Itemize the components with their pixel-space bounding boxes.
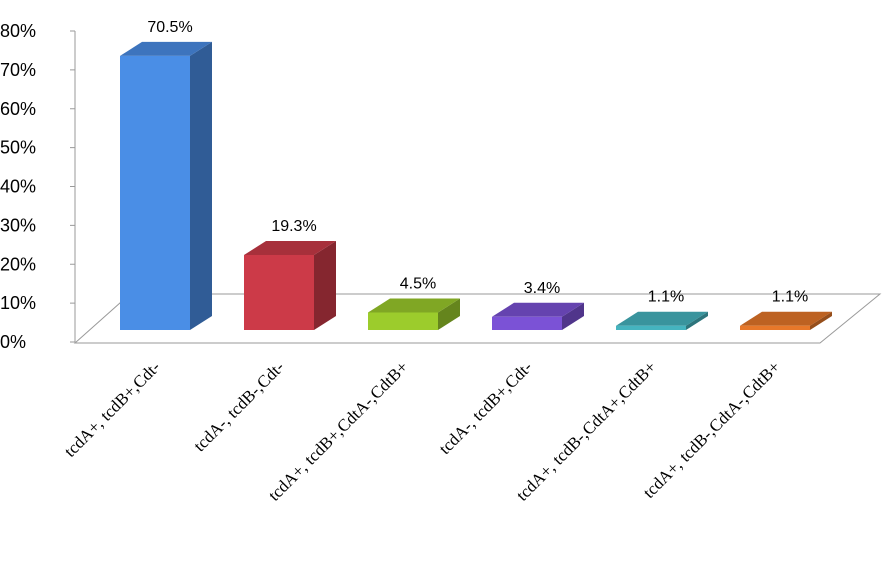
category-label: tcdA+, tcdB-,CdtA+,CdtB+ — [513, 357, 660, 504]
data-label: 3.4% — [524, 280, 560, 297]
bar-side — [562, 302, 584, 330]
y-tick-label: 70% — [0, 60, 36, 80]
data-labels: 70.5% 19.3% 4.5% 3.4% 1.1% 1.1% — [147, 19, 808, 306]
category-label: tcdA-, tcdB+,Cdt- — [435, 357, 536, 458]
category-label: tcdA+, tcdB+,CdtA-,CdtB+ — [265, 357, 412, 504]
bar — [368, 298, 460, 330]
data-label: 19.3% — [271, 218, 316, 235]
y-tick-label: 40% — [0, 177, 36, 197]
bar — [492, 302, 584, 330]
bar-top — [368, 298, 460, 313]
data-label: 70.5% — [147, 19, 192, 36]
y-axis: 0% 10% 20% 30% 40% 50% 60% 70% 80% — [0, 21, 76, 352]
bar-side — [686, 311, 708, 330]
bar-side — [438, 298, 460, 330]
bar — [616, 311, 708, 330]
category-label: tcdA-, tcdB-,Cdt- — [190, 357, 288, 455]
y-tick-label: 50% — [0, 138, 36, 158]
bar-front — [740, 325, 810, 330]
bar-top — [120, 41, 212, 56]
bar-side — [314, 240, 336, 330]
bar-front — [244, 254, 314, 330]
data-label: 1.1% — [772, 289, 808, 306]
bar — [740, 311, 832, 330]
bar — [244, 240, 336, 330]
bar — [120, 41, 212, 331]
y-tick-label: 0% — [0, 332, 26, 352]
y-tick-label: 20% — [0, 254, 36, 274]
bar-front — [616, 325, 686, 330]
y-tick-label: 80% — [0, 21, 36, 41]
category-labels: tcdA+, tcdB+,Cdt-tcdA-, tcdB-,Cdt-tcdA+,… — [60, 357, 783, 505]
data-label: 4.5% — [400, 276, 436, 293]
bar-top — [492, 302, 584, 317]
bar-top — [244, 240, 336, 255]
y-tick-label: 60% — [0, 99, 36, 119]
y-tick-label: 10% — [0, 293, 36, 313]
y-tick-label: 30% — [0, 215, 36, 235]
bar-front — [120, 55, 190, 331]
category-label: tcdA+, tcdB-,CdtA-,CdtB+ — [639, 357, 784, 502]
data-label: 1.1% — [648, 289, 684, 306]
bar-side — [810, 311, 832, 330]
bar-side — [190, 41, 212, 331]
bar-top — [740, 311, 832, 326]
category-label: tcdA+, tcdB+,Cdt- — [60, 357, 164, 461]
bar-front — [368, 312, 438, 330]
bar-top — [616, 311, 708, 326]
bars — [120, 41, 832, 331]
bar-front — [492, 316, 562, 330]
